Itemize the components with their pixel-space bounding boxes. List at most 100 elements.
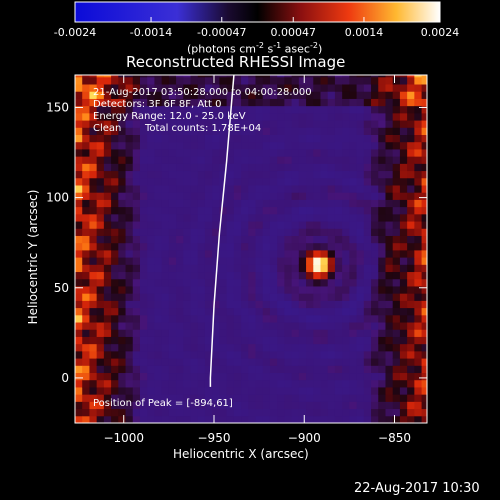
heatmap-cell	[306, 343, 314, 352]
heatmap-cell	[298, 127, 307, 135]
heatmap-cell	[320, 394, 329, 402]
heatmap-cell	[399, 379, 408, 388]
heatmap-cell	[154, 394, 163, 402]
heatmap-cell	[190, 264, 199, 273]
heatmap-cell	[183, 105, 192, 114]
heatmap-cell	[132, 249, 141, 258]
heatmap-cell	[255, 257, 264, 265]
heatmap-cell	[183, 75, 192, 78]
heatmap-cell	[103, 343, 112, 352]
heatmap-cell	[190, 199, 199, 208]
heatmap-cell	[284, 401, 293, 410]
heatmap-cell	[125, 300, 134, 309]
heatmap-cell	[306, 350, 314, 359]
heatmap-cell	[371, 314, 379, 323]
heatmap-cell	[176, 170, 184, 179]
heatmap-cell	[219, 314, 228, 323]
heatmap-cell	[414, 365, 423, 374]
heatmap-cell	[190, 314, 199, 323]
heatmap-cell	[147, 300, 155, 309]
heatmap-cell	[269, 235, 278, 244]
heatmap-cell	[111, 379, 119, 388]
heatmap-cell	[248, 127, 257, 135]
heatmap-cell	[327, 148, 336, 157]
heatmap-cell	[176, 300, 184, 309]
heatmap-cell	[392, 141, 401, 150]
heatmap-cell	[168, 285, 177, 294]
heatmap-cell	[378, 98, 386, 107]
heatmap-cell	[183, 322, 192, 330]
heatmap-cell	[371, 120, 379, 128]
heatmap-cell	[219, 127, 228, 135]
heatmap-cell	[154, 206, 163, 215]
heatmap-cell	[277, 76, 285, 85]
heatmap-cell	[269, 148, 278, 157]
heatmap-cell	[82, 264, 90, 273]
colorbar-tick-label: 0.0024	[421, 26, 460, 39]
heatmap-cell	[248, 242, 257, 251]
heatmap-cell	[407, 156, 415, 164]
heatmap-cell	[197, 75, 206, 78]
heatmap-cell	[277, 221, 285, 229]
heatmap-cell	[392, 177, 401, 186]
heatmap-cell	[327, 257, 336, 265]
heatmap-cell	[161, 271, 170, 280]
heatmap-cell	[132, 322, 141, 330]
heatmap-cell	[103, 401, 112, 410]
heatmap-cell	[306, 300, 314, 309]
heatmap-cell	[75, 120, 83, 128]
heatmap-cell	[298, 163, 307, 172]
heatmap-cell	[118, 264, 127, 273]
heatmap-cell	[197, 307, 206, 316]
heatmap-cell	[132, 206, 141, 215]
heatmap-cell	[125, 206, 134, 215]
heatmap-cell	[248, 415, 257, 423]
heatmap-cell	[219, 257, 228, 265]
heatmap-cell	[75, 372, 83, 381]
heatmap-cell	[371, 394, 379, 402]
heatmap-cell	[125, 105, 134, 114]
heatmap-cell	[392, 293, 401, 301]
heatmap-cell	[89, 249, 98, 258]
heatmap-cell	[284, 184, 293, 193]
heatmap-cell	[89, 134, 98, 143]
heatmap-cell	[197, 249, 206, 258]
heatmap-cell	[255, 322, 264, 330]
heatmap-cell	[132, 372, 141, 381]
heatmap-cell	[306, 271, 314, 280]
heatmap-cell	[233, 372, 242, 381]
heatmap-cell	[284, 249, 293, 258]
heatmap-cell	[255, 75, 264, 78]
heatmap-cell	[414, 184, 423, 193]
heatmap-cell	[82, 386, 90, 395]
annotation-peak: Position of Peak = [-894,61]	[93, 398, 233, 409]
heatmap-cell	[414, 350, 423, 359]
heatmap-cell	[399, 372, 408, 381]
heatmap-cell	[204, 343, 213, 352]
heatmap-cell	[75, 235, 83, 244]
heatmap-cell	[197, 365, 206, 374]
heatmap-cell	[378, 350, 386, 359]
heatmap-cell	[168, 343, 177, 352]
heatmap-cell	[320, 156, 329, 164]
heatmap-cell	[385, 134, 394, 143]
heatmap-cell	[190, 293, 199, 301]
heatmap-cell	[262, 235, 271, 244]
heatmap-cell	[392, 278, 401, 287]
heatmap-cell	[248, 379, 257, 388]
heatmap-cell	[212, 314, 220, 323]
y-tick-label: 0	[61, 371, 69, 385]
heatmap-cell	[255, 314, 264, 323]
heatmap-cell	[342, 358, 350, 366]
heatmap-cell	[269, 76, 278, 85]
heatmap-cell	[262, 242, 271, 251]
heatmap-cell	[75, 228, 83, 236]
heatmap-cell	[75, 199, 83, 208]
heatmap-cell	[248, 75, 257, 78]
heatmap-cell	[399, 141, 408, 150]
heatmap-cell	[320, 75, 329, 78]
heatmap-cell	[342, 271, 350, 280]
heatmap-cell	[342, 199, 350, 208]
heatmap-cell	[349, 300, 358, 309]
heatmap-cell	[378, 285, 386, 294]
